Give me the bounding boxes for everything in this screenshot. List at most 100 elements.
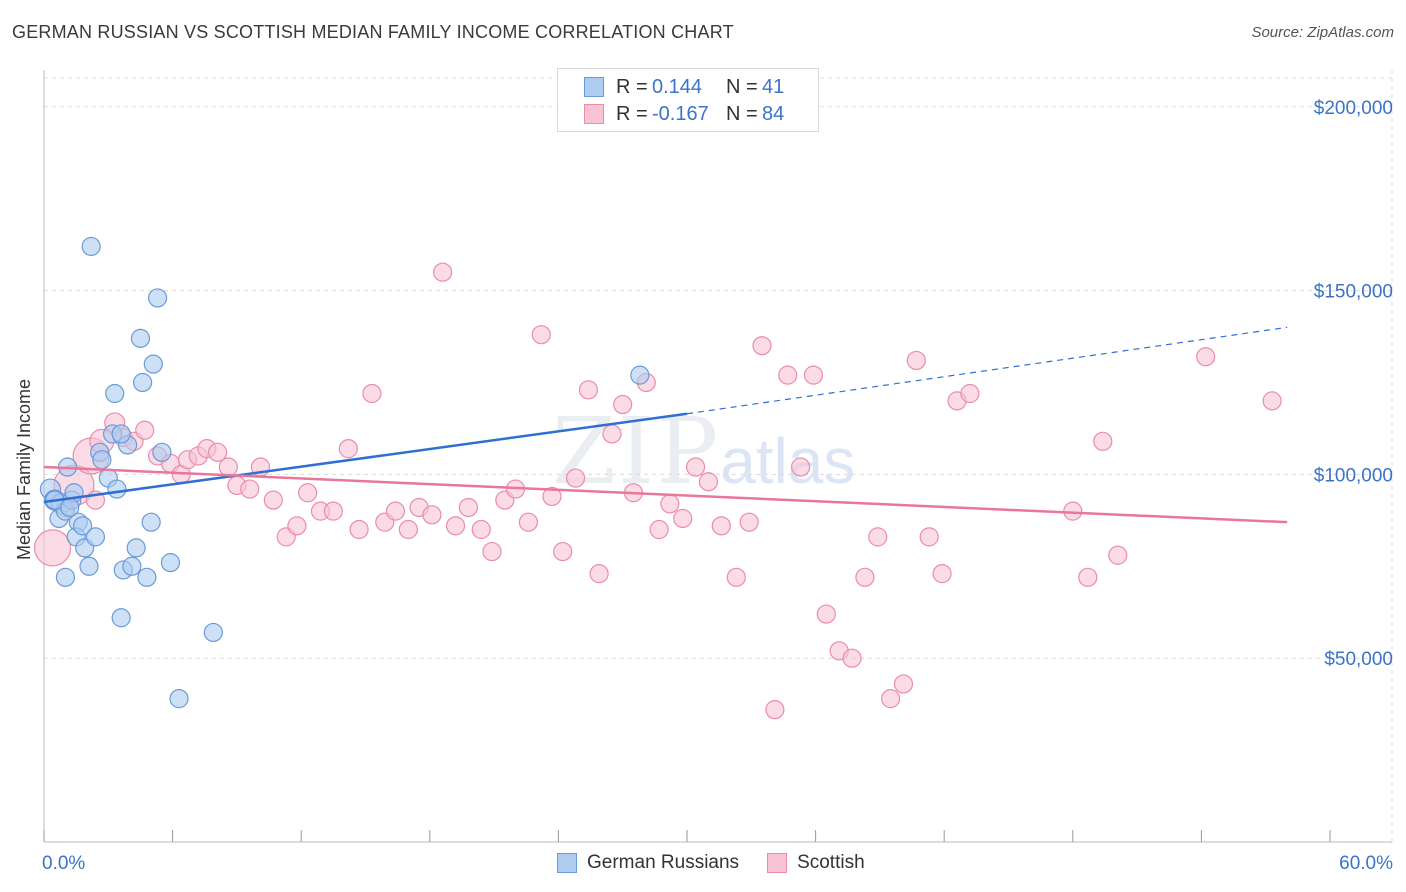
scottish-point	[816, 604, 836, 624]
german-russians-point	[55, 567, 76, 587]
source-label: Source: ZipAtlas.com	[1251, 24, 1394, 41]
scottish-point	[578, 380, 599, 400]
scottish-point	[660, 494, 680, 514]
german-russians-point	[132, 372, 153, 393]
german-russians-trend-extension	[686, 326, 1288, 415]
scottish-point	[1262, 391, 1282, 411]
scottish-point	[673, 508, 693, 529]
scottish-point	[906, 350, 926, 371]
scottish-point	[602, 424, 622, 444]
german-russians-point	[169, 689, 189, 709]
scottish-point	[208, 442, 228, 462]
scottish-point	[531, 325, 551, 345]
legend-row-german-russians: R = 0.144 N = 41	[584, 75, 784, 99]
german-russians-point	[107, 479, 127, 499]
german-russians-point	[79, 556, 99, 576]
german-russians-point	[81, 236, 101, 257]
german-russians-point	[111, 424, 131, 444]
series-legend: German Russians Scottish	[557, 852, 893, 874]
german-russians-point	[130, 328, 151, 348]
scottish-point	[422, 505, 442, 525]
scottish-point	[240, 479, 260, 499]
german-russians-point	[72, 516, 93, 536]
legend-n-value: 41	[762, 75, 785, 98]
scottish-point	[482, 541, 502, 562]
legend-swatch-blue	[584, 77, 604, 97]
scottish-point	[458, 497, 478, 518]
scottish-point	[765, 700, 785, 720]
scottish-point	[685, 457, 706, 477]
german-russians-point	[105, 383, 125, 404]
y-tick-label: $50,000	[1324, 649, 1393, 670]
scottish-point	[881, 689, 901, 709]
legend-label: Scottish	[797, 852, 865, 873]
legend-r-label: R =	[616, 75, 648, 98]
legend-row-scottish: R = -0.167 N = 84	[584, 102, 784, 126]
scottish-point	[778, 365, 798, 385]
legend-item-scottish[interactable]: Scottish	[767, 852, 865, 874]
legend-r-value: -0.167	[652, 102, 709, 125]
legend-r-label: R =	[616, 102, 648, 125]
scottish-point	[33, 529, 72, 567]
german-russians-point	[137, 567, 157, 587]
scottish-point	[711, 516, 731, 536]
scottish-point	[218, 457, 238, 477]
scottish-point	[135, 420, 155, 440]
legend-n-label: N =	[726, 75, 758, 98]
german-russians-point	[143, 354, 163, 374]
scottish-point	[542, 486, 562, 507]
german-russians-point	[203, 622, 223, 643]
german-russians-point	[85, 527, 106, 547]
scottish-point	[803, 365, 824, 385]
german-russians-point	[126, 538, 146, 558]
legend-label: German Russians	[587, 852, 740, 873]
scottish-point	[398, 519, 418, 540]
legend-swatch-pink	[767, 853, 788, 873]
x-tick-label: 0.0%	[42, 853, 85, 874]
german-russians-point	[147, 288, 168, 308]
watermark-atlas: atlas	[720, 425, 856, 497]
legend-swatch-pink	[584, 104, 604, 124]
scottish-point	[362, 383, 382, 404]
y-tick-label: $100,000	[1314, 465, 1393, 486]
scottish-point	[868, 527, 888, 547]
scottish-point	[565, 468, 586, 488]
german-russians-point	[160, 553, 181, 573]
scottish-point	[1078, 567, 1098, 587]
scottish-point	[790, 457, 811, 477]
scottish-point	[893, 674, 914, 694]
scottish-point	[287, 516, 307, 536]
scottish-point	[739, 512, 759, 532]
scottish-point	[338, 439, 358, 459]
x-tick-label: 60.0%	[1339, 853, 1393, 874]
scottish-point	[298, 483, 318, 503]
correlation-legend: R = 0.144 N = 41 R = -0.167 N = 84	[557, 68, 819, 132]
scottish-point	[553, 541, 573, 562]
legend-n-value: 84	[762, 102, 785, 125]
scottish-point	[613, 394, 633, 415]
german-russians-point	[111, 608, 131, 628]
y-tick-label: $200,000	[1314, 98, 1393, 119]
legend-n-label: N =	[726, 102, 758, 125]
legend-item-german-russians[interactable]: German Russians	[557, 852, 739, 874]
scottish-point	[919, 527, 939, 547]
scottish-point	[385, 501, 406, 521]
scottish-point	[1108, 545, 1128, 565]
scottish-point	[1196, 347, 1216, 367]
y-tick-label: $150,000	[1314, 282, 1393, 303]
german-russians-point	[60, 497, 80, 518]
scottish-point	[589, 564, 609, 584]
scottish-point	[752, 336, 772, 356]
scottish-point	[698, 472, 719, 492]
german-russians-point	[92, 450, 112, 470]
scottish-point	[842, 648, 862, 668]
german-russians-trendline	[43, 412, 688, 504]
scottish-point	[433, 262, 453, 282]
legend-r-value: 0.144	[652, 75, 703, 98]
scottish-point	[726, 567, 746, 587]
scottish-point	[263, 490, 283, 510]
scottish-point	[445, 516, 466, 536]
german-russians-point	[122, 556, 142, 576]
y-axis-title: Median Family Income	[14, 378, 34, 560]
